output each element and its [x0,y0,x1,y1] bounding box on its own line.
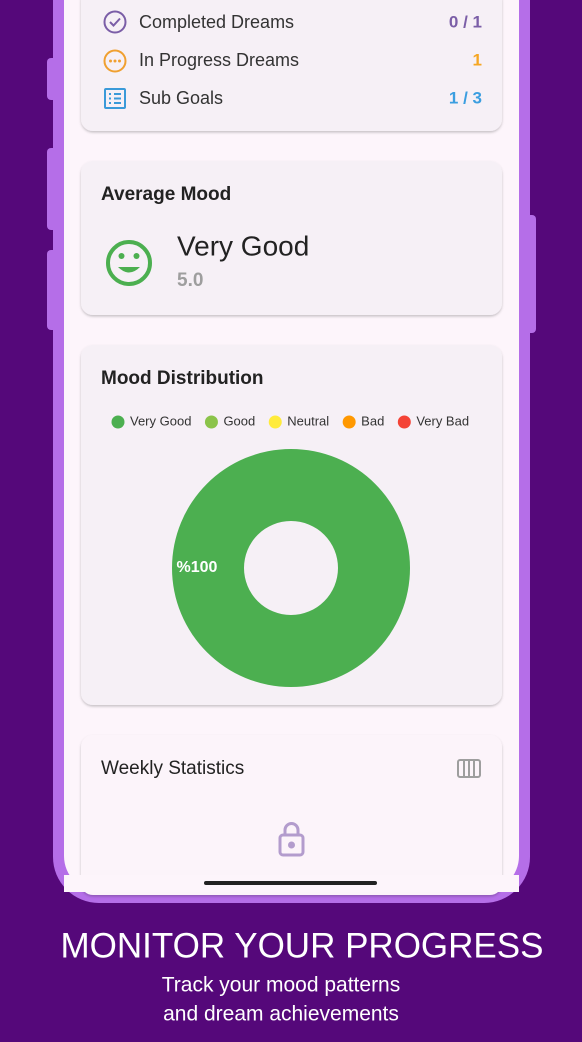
stat-label: In Progress Dreams [139,50,299,70]
legend-swatch [204,415,218,429]
stat-value: 1 / 3 [449,88,482,107]
mood-card [81,161,502,315]
pie-chart: %100 [172,449,410,687]
legend: Very Good Good Neutral Bad Very Bad [111,413,469,429]
legend-label: Neutral [287,413,329,428]
weekly-card [81,735,502,895]
mood-score: 5.0 [177,270,203,291]
footer-title: MONITOR YOUR PROGRESS [61,926,544,965]
smiley-icon [106,240,152,286]
stat-label: Sub Goals [139,88,223,108]
card-title: Weekly Statistics [101,758,244,779]
legend-label: Bad [361,413,384,428]
legend-swatch [397,415,411,429]
pie-slice [172,449,410,687]
legend-label: Very Bad [416,413,469,428]
list-icon [104,88,126,109]
stats-card [81,0,502,131]
stat-value: 0 / 1 [449,12,482,31]
legend-label: Good [223,413,255,428]
footer-line: and dream achievements [163,1003,399,1026]
footer-line: Track your mood patterns [162,974,401,997]
chart-icon[interactable] [457,759,481,778]
legend-swatch [111,415,125,429]
progress-icon [103,49,127,73]
legend-swatch [268,415,282,429]
stat-value: 1 [473,50,482,69]
lock-icon [278,822,305,857]
home-indicator[interactable] [204,881,377,885]
card-title: Mood Distribution [101,368,264,389]
legend-swatch [342,415,356,429]
slice-label: %100 [177,559,218,576]
legend-label: Very Good [130,413,191,428]
stat-label: Completed Dreams [139,12,294,32]
check-icon [103,10,127,34]
card-title: Average Mood [101,184,231,205]
mood-name: Very Good [177,230,309,261]
